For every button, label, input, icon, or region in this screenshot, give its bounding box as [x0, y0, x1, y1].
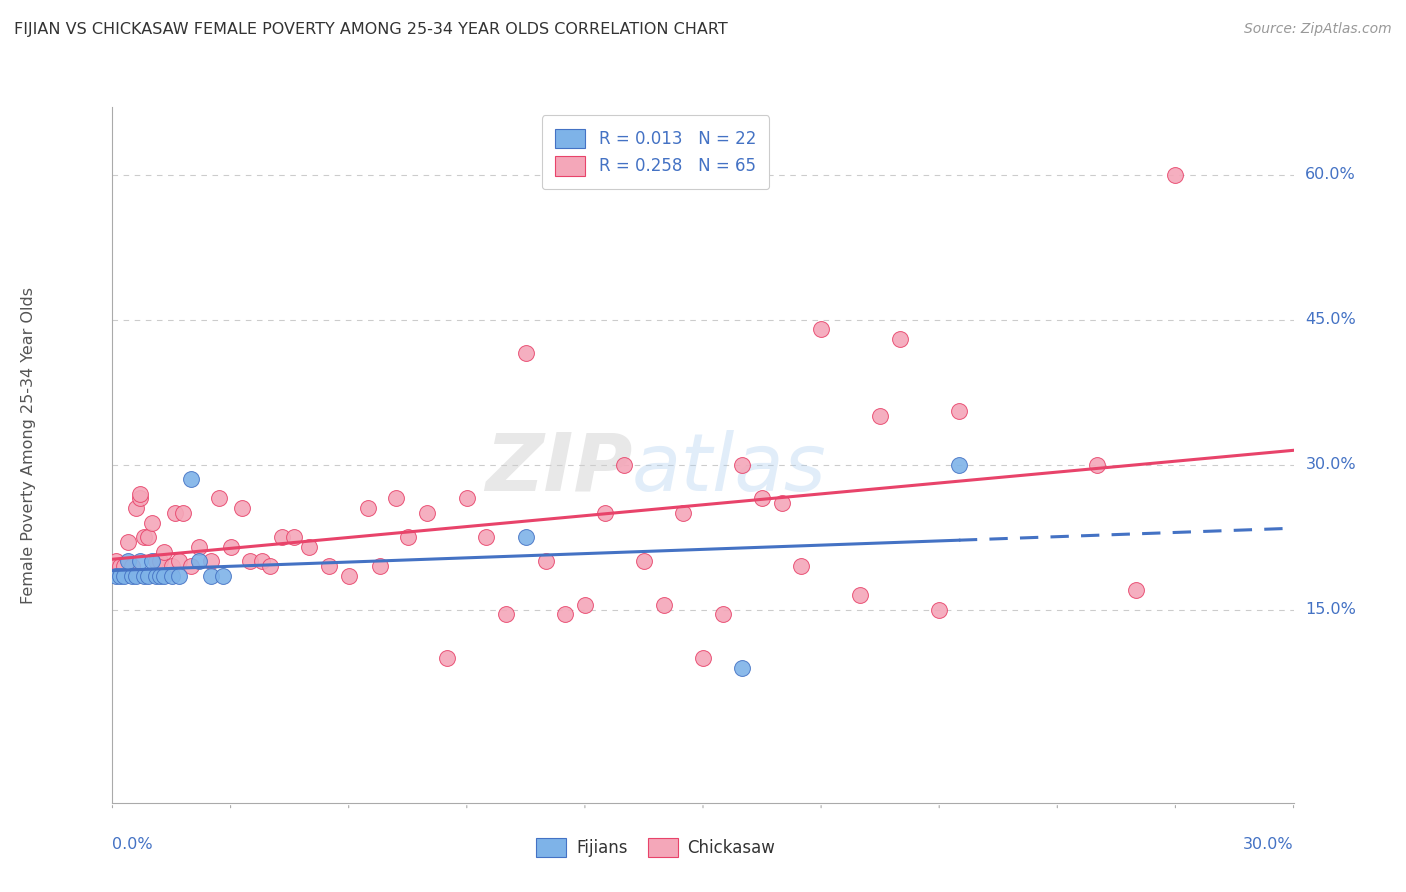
Point — [129, 491, 152, 506]
Point — [593, 506, 616, 520]
Point — [105, 554, 128, 568]
Point — [121, 568, 143, 582]
Point — [145, 554, 167, 568]
Point — [790, 559, 813, 574]
Point — [129, 486, 152, 500]
Point — [125, 568, 148, 582]
Point — [948, 458, 970, 472]
Point — [188, 554, 211, 568]
Point — [534, 554, 557, 568]
Point — [112, 559, 135, 574]
Text: 0.0%: 0.0% — [112, 837, 153, 852]
Point — [105, 568, 128, 582]
Point — [141, 554, 163, 568]
Point — [149, 554, 172, 568]
Point — [117, 535, 139, 549]
Point — [357, 501, 380, 516]
Point — [231, 501, 253, 516]
Point — [129, 554, 152, 568]
Text: atlas: atlas — [633, 430, 827, 508]
Point — [770, 496, 793, 510]
Point — [208, 491, 231, 506]
Point — [200, 554, 222, 568]
Point — [110, 559, 132, 574]
Text: 15.0%: 15.0% — [1305, 602, 1357, 617]
Point — [270, 530, 292, 544]
Point — [121, 559, 143, 574]
Point — [554, 607, 576, 622]
Text: Female Poverty Among 25-34 Year Olds: Female Poverty Among 25-34 Year Olds — [21, 287, 35, 605]
Point — [948, 404, 970, 418]
Point — [456, 491, 478, 506]
Point — [110, 568, 132, 582]
Text: 60.0%: 60.0% — [1305, 167, 1355, 182]
Point — [169, 568, 191, 582]
Point — [219, 540, 242, 554]
Point — [188, 540, 211, 554]
Point — [613, 458, 636, 472]
Point — [672, 506, 695, 520]
Point — [337, 568, 360, 582]
Point — [132, 568, 155, 582]
Point — [849, 588, 872, 602]
Point — [869, 409, 891, 424]
Point — [125, 501, 148, 516]
Point — [711, 607, 734, 622]
Point — [149, 568, 172, 582]
Point — [172, 506, 194, 520]
Text: Source: ZipAtlas.com: Source: ZipAtlas.com — [1244, 22, 1392, 37]
Point — [318, 559, 340, 574]
Point — [810, 322, 832, 336]
Text: 45.0%: 45.0% — [1305, 312, 1355, 327]
Point — [475, 530, 498, 544]
Point — [180, 559, 202, 574]
Point — [1125, 583, 1147, 598]
Point — [692, 651, 714, 665]
Point — [515, 530, 537, 544]
Point — [889, 332, 911, 346]
Point — [160, 559, 183, 574]
Point — [152, 568, 174, 582]
Point — [169, 554, 191, 568]
Point — [117, 554, 139, 568]
Point — [141, 516, 163, 530]
Point — [368, 559, 391, 574]
Point — [132, 530, 155, 544]
Point — [239, 554, 262, 568]
Text: ZIP: ZIP — [485, 430, 633, 508]
Point — [928, 602, 950, 616]
Point — [250, 554, 273, 568]
Point — [211, 568, 233, 582]
Point — [731, 458, 754, 472]
Text: 30.0%: 30.0% — [1243, 837, 1294, 852]
Point — [515, 346, 537, 360]
Point — [751, 491, 773, 506]
Point — [136, 530, 159, 544]
Point — [731, 660, 754, 674]
Point — [1164, 168, 1187, 182]
Point — [1085, 458, 1108, 472]
Point — [416, 506, 439, 520]
Point — [180, 472, 202, 486]
Point — [385, 491, 408, 506]
Point — [259, 559, 281, 574]
Point — [652, 598, 675, 612]
Point — [200, 568, 222, 582]
Point — [152, 544, 174, 558]
Point — [633, 554, 655, 568]
Text: 30.0%: 30.0% — [1305, 457, 1355, 472]
Point — [396, 530, 419, 544]
Legend: Fijians, Chickasaw: Fijians, Chickasaw — [530, 831, 782, 864]
Point — [160, 568, 183, 582]
Point — [436, 651, 458, 665]
Text: FIJIAN VS CHICKASAW FEMALE POVERTY AMONG 25-34 YEAR OLDS CORRELATION CHART: FIJIAN VS CHICKASAW FEMALE POVERTY AMONG… — [14, 22, 728, 37]
Point — [574, 598, 596, 612]
Point — [112, 568, 135, 582]
Point — [495, 607, 517, 622]
Point — [283, 530, 305, 544]
Point — [145, 568, 167, 582]
Point — [136, 568, 159, 582]
Point — [298, 540, 321, 554]
Point — [165, 506, 187, 520]
